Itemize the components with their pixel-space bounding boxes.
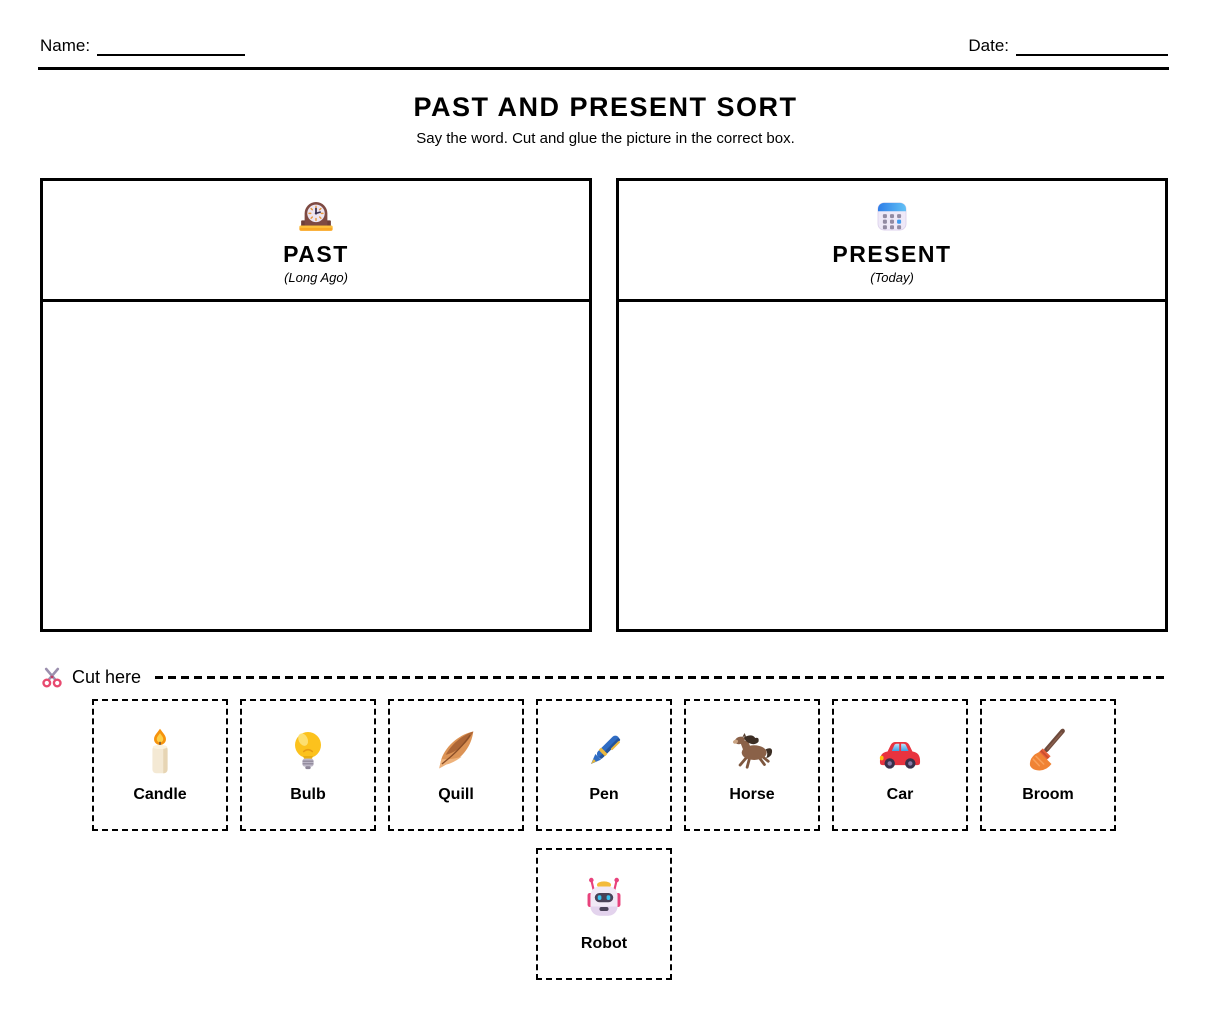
broom-icon (1022, 725, 1074, 777)
date-field: Date: (968, 36, 1168, 56)
sorting-boxes: PAST (Long Ago) (40, 178, 1168, 632)
cards-row-2: Robot (40, 848, 1168, 980)
cards-row-1: Candle Bulb (40, 699, 1168, 831)
cut-dashed-line (155, 675, 1168, 679)
mantel-clock-icon (295, 195, 337, 237)
header-divider-rule (38, 67, 1169, 70)
name-label: Name: (40, 36, 91, 55)
card-label: Quill (438, 786, 474, 803)
present-box-header: PRESENT (Today) (619, 181, 1165, 302)
card-label: Car (886, 786, 914, 803)
worksheet-title: PAST AND PRESENT SORT (413, 92, 798, 122)
past-box: PAST (Long Ago) (40, 178, 592, 632)
card-label: Pen (589, 786, 619, 803)
present-box: PRESENT (Today) (616, 178, 1168, 632)
past-glue-area (43, 302, 589, 629)
pen-icon (578, 725, 630, 777)
name-blank-line (97, 39, 246, 56)
horse-icon (726, 725, 778, 777)
light-bulb-icon (282, 725, 334, 777)
name-field: Name: (40, 36, 246, 56)
cutout-cards: Candle Bulb (40, 699, 1168, 980)
date-blank-line (1016, 39, 1168, 56)
calendar-icon (871, 195, 913, 237)
card-car: Car (832, 699, 968, 831)
present-glue-area (619, 302, 1165, 629)
present-box-title: PRESENT (832, 241, 952, 267)
card-pen: Pen (536, 699, 672, 831)
past-box-subtitle: (Long Ago) (284, 270, 348, 285)
card-quill: Quill (388, 699, 524, 831)
feather-icon (430, 725, 482, 777)
card-horse: Horse (684, 699, 820, 831)
cut-here-row: Cut here (40, 665, 1168, 689)
card-robot: Robot (536, 848, 672, 980)
scissors-icon (40, 665, 64, 689)
past-box-title: PAST (283, 241, 349, 267)
card-bulb: Bulb (240, 699, 376, 831)
car-icon (874, 725, 926, 777)
cut-here-label: Cut here (72, 666, 142, 687)
card-label: Candle (133, 786, 187, 803)
card-label: Broom (1022, 786, 1074, 803)
present-box-subtitle: (Today) (870, 270, 914, 285)
card-label: Bulb (290, 786, 326, 803)
card-candle: Candle (92, 699, 228, 831)
card-label: Robot (580, 935, 628, 952)
past-box-header: PAST (Long Ago) (43, 181, 589, 302)
worksheet-subtitle: Say the word. Cut and glue the picture i… (416, 130, 795, 147)
robot-icon (578, 874, 630, 926)
candle-icon (134, 725, 186, 777)
name-date-row: Name: Date: (40, 36, 1168, 56)
date-label: Date: (968, 36, 1009, 55)
card-label: Horse (729, 786, 775, 803)
card-broom: Broom (980, 699, 1116, 831)
